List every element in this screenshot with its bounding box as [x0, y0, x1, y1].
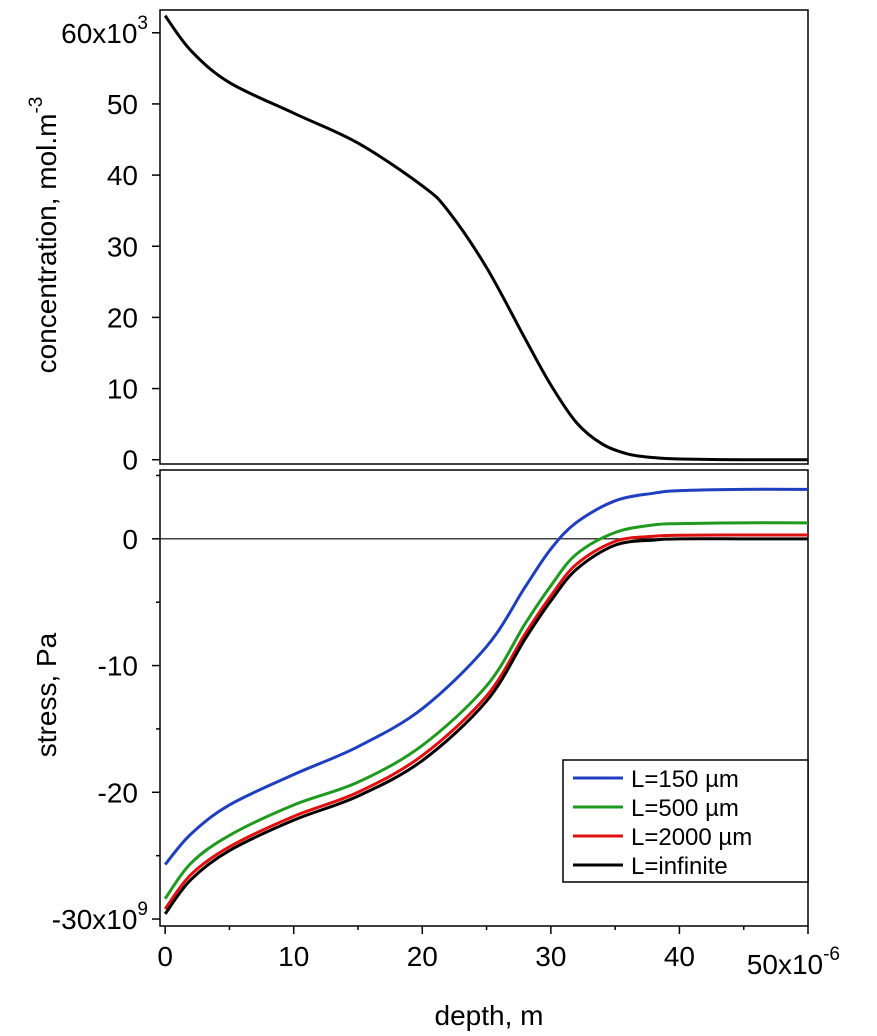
- data-line: [163, 533, 809, 910]
- x-tick-label-exponent: -6: [823, 944, 840, 965]
- x-tick-label-main: 30: [535, 941, 566, 972]
- y-tick-label-exponent: 9: [137, 899, 148, 920]
- y-tick-label: -30x109: [52, 899, 148, 935]
- y-tick-label: -10: [98, 651, 138, 682]
- legend-label: L=2000 µm: [631, 824, 752, 851]
- y-tick-label-exponent: 3: [137, 13, 148, 34]
- x-tick-label-main: 40: [664, 941, 695, 972]
- y-tick-label: -20: [98, 777, 138, 808]
- y-axis-label-exponent: -3: [26, 97, 47, 114]
- y-tick-label: 0: [122, 445, 138, 476]
- x-tick-label: 20: [407, 941, 438, 972]
- y-tick-label: 20: [107, 302, 138, 333]
- y-tick-label-main: 0: [122, 445, 138, 476]
- y-tick-label-main: -30x10: [52, 904, 138, 935]
- y-tick-label: 50: [107, 89, 138, 120]
- legend-box: [562, 759, 809, 883]
- y-tick-label: 60x103: [61, 13, 148, 49]
- x-tick-label-main: 10: [278, 941, 309, 972]
- y-tick-label: 30: [107, 231, 138, 262]
- x-tick-label: 30: [535, 941, 566, 972]
- x-tick-label-main: 20: [407, 941, 438, 972]
- y-tick-label: 40: [107, 160, 138, 191]
- y-tick-label-main: 0: [122, 524, 138, 555]
- data-line: [163, 487, 809, 866]
- legend-label: L=infinite: [631, 853, 728, 880]
- y-tick-label-main: -20: [98, 777, 138, 808]
- plot-frame: [159, 469, 809, 927]
- y-tick-label-main: -10: [98, 651, 138, 682]
- x-tick-label: 50x10-6: [747, 944, 840, 980]
- x-tick-label-main: 50x10: [747, 949, 823, 980]
- y-tick-label: 0: [122, 524, 138, 555]
- y-axis-label: stress, Pa: [31, 632, 62, 757]
- legend-label: L=150 µm: [631, 766, 739, 793]
- data-line: [163, 537, 808, 915]
- x-tick-label: 10: [278, 941, 309, 972]
- x-axis-label: depth, m: [435, 1000, 544, 1031]
- y-tick-label: 10: [107, 374, 138, 405]
- y-tick-label-main: 30: [107, 231, 138, 262]
- y-axis-label: concentration, mol.m-3: [26, 97, 62, 374]
- data-line: [163, 14, 809, 462]
- y-tick-label-main: 60x10: [61, 18, 137, 49]
- x-tick-label: 40: [664, 941, 695, 972]
- y-axis-label-main: concentration, mol.m: [31, 114, 62, 374]
- legend-label: L=500 µm: [631, 795, 739, 822]
- x-tick-label: 0: [157, 941, 173, 972]
- y-tick-label-main: 20: [107, 302, 138, 333]
- x-tick-label-main: 0: [157, 941, 173, 972]
- y-tick-label-main: 40: [107, 160, 138, 191]
- data-line: [163, 521, 809, 900]
- y-tick-label-main: 10: [107, 374, 138, 405]
- y-tick-label-main: 50: [107, 89, 138, 120]
- plot-frame: [159, 9, 809, 465]
- y-axis-label-main: stress, Pa: [31, 632, 62, 757]
